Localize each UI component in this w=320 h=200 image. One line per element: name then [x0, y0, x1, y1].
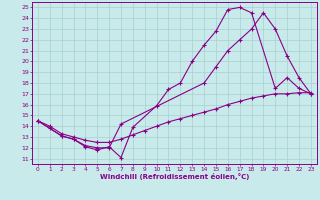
X-axis label: Windchill (Refroidissement éolien,°C): Windchill (Refroidissement éolien,°C) — [100, 173, 249, 180]
